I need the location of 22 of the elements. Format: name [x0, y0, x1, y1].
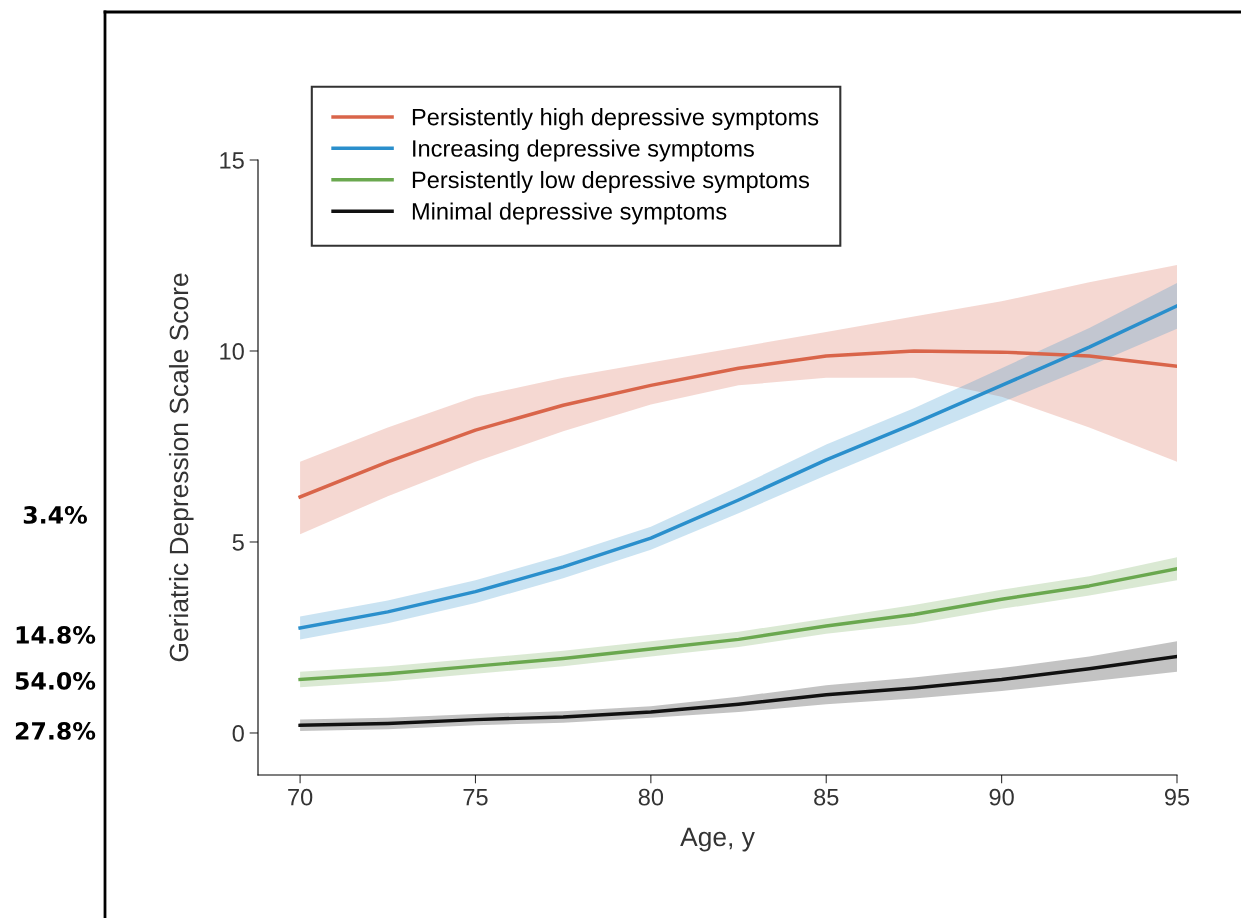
text: 3.4%	[23, 505, 87, 524]
y-tick-label: 15	[220, 152, 244, 169]
y-tick-label: 5	[232, 534, 244, 551]
legend-label: Minimal depressive symptoms	[412, 202, 727, 225]
text: 27.8%	[15, 721, 96, 740]
x-tick-label: 70	[288, 788, 313, 806]
text: 54.0%	[15, 671, 96, 690]
legend-label: Persistently low depressive symptoms	[412, 170, 810, 193]
x-axis-title: Age, y	[680, 827, 755, 852]
line-series	[298, 349, 1177, 499]
x-tick-label: 80	[638, 788, 664, 806]
y-tick-label: 0	[232, 725, 244, 742]
x-tick-label: 85	[814, 788, 839, 806]
y-tick-label: 10	[220, 343, 244, 360]
legend-label: Increasing depressive symptoms	[413, 139, 754, 162]
x-tick-label: 75	[463, 789, 488, 806]
text: 14.8%	[16, 625, 96, 644]
y-axis-title: Geriatric Depression Scale Score	[168, 273, 194, 662]
legend-label: Persistently high depressive symptoms	[412, 108, 819, 131]
x-tick-label: 90	[989, 788, 1014, 806]
line-series	[298, 654, 1177, 728]
x-tick-label: 95	[1164, 788, 1190, 806]
